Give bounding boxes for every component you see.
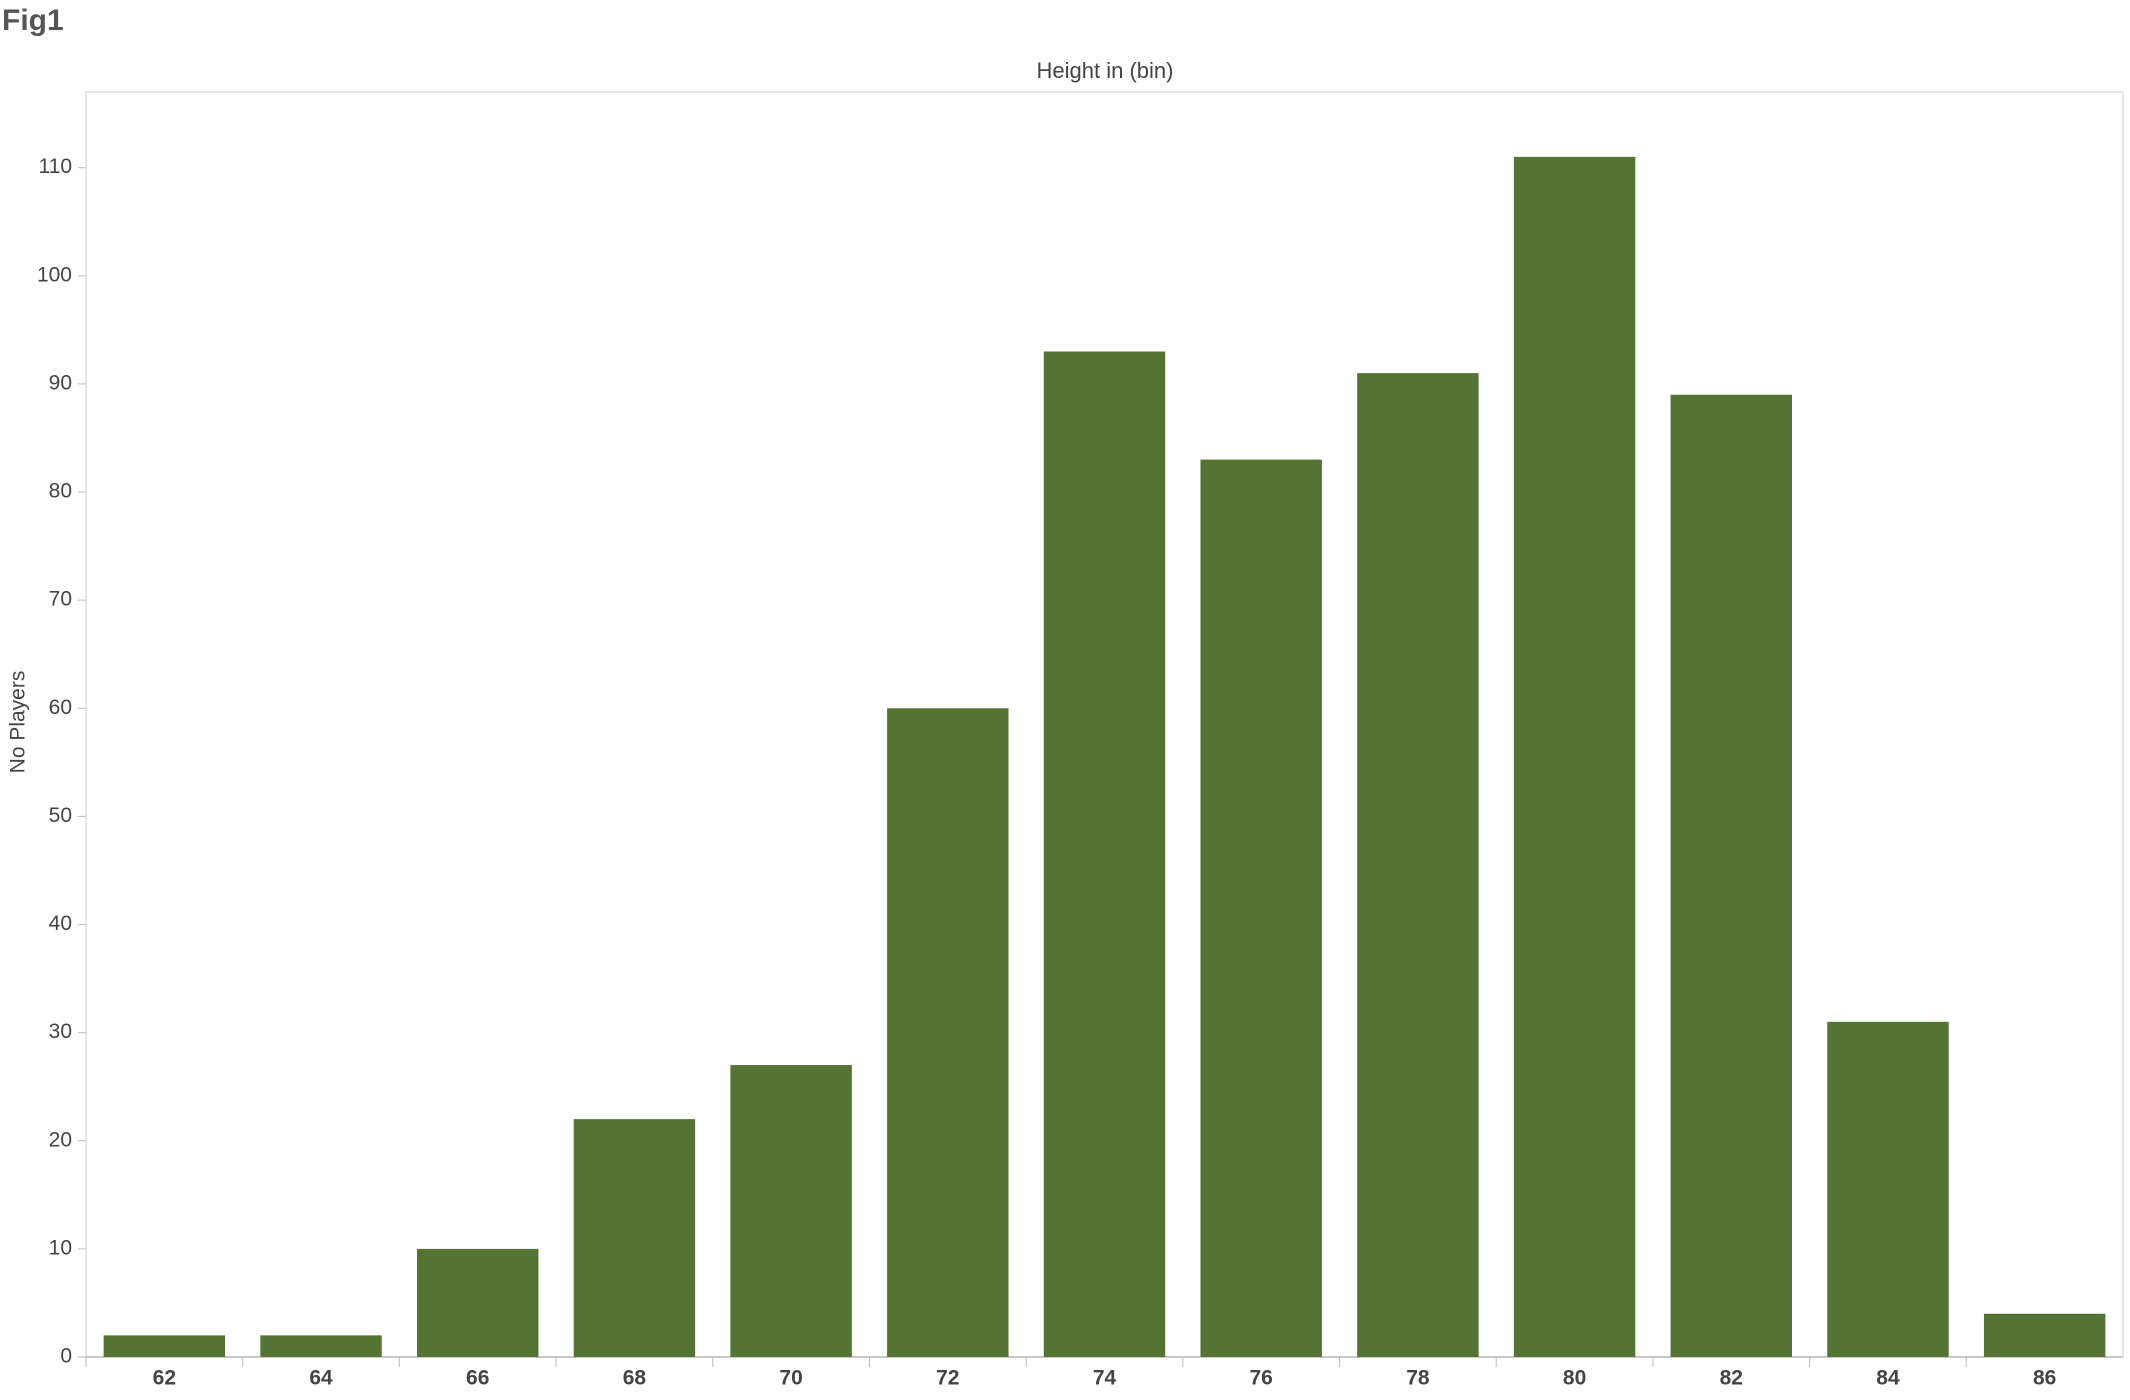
bar — [1357, 373, 1479, 1358]
y-tick-label: 30 — [49, 1020, 72, 1043]
y-tick-label: 90 — [49, 371, 72, 394]
x-tick-label: 82 — [1720, 1367, 1743, 1390]
x-tick-label: 68 — [623, 1367, 647, 1390]
bar — [1827, 1021, 1949, 1357]
x-tick-label: 84 — [1876, 1367, 1900, 1390]
x-tick-label: 62 — [153, 1367, 176, 1390]
bar — [417, 1248, 539, 1357]
x-tick-label: 78 — [1406, 1367, 1430, 1390]
y-tick-label: 20 — [49, 1128, 72, 1151]
x-tick-label: 74 — [1093, 1367, 1117, 1390]
x-tick-label: 86 — [2033, 1367, 2056, 1390]
bar — [573, 1119, 696, 1357]
bar — [1200, 459, 1322, 1358]
bar — [1983, 1313, 2106, 1357]
x-tick-label: 64 — [309, 1367, 333, 1390]
bar — [260, 1335, 382, 1357]
bar — [730, 1065, 852, 1357]
x-tick-label: 80 — [1563, 1367, 1586, 1390]
bar — [1513, 156, 1636, 1357]
x-tick-label: 66 — [466, 1367, 489, 1390]
bar — [1043, 351, 1166, 1357]
bar — [887, 708, 1009, 1357]
y-axis-label: No Players — [7, 671, 30, 774]
y-tick-label: 70 — [49, 588, 72, 611]
y-tick-label: 80 — [49, 480, 72, 503]
bar — [103, 1335, 226, 1357]
chart-title: Height in (bin) — [1037, 58, 1174, 83]
bar — [1670, 394, 1792, 1357]
page-title: Fig1 — [2, 4, 64, 37]
y-tick-label: 100 — [37, 263, 72, 286]
y-tick-label: 110 — [39, 155, 72, 178]
y-tick-label: 10 — [49, 1236, 72, 1259]
x-tick-label: 76 — [1250, 1367, 1273, 1390]
x-tick-label: 72 — [936, 1367, 959, 1390]
x-tick-label: 70 — [779, 1367, 802, 1390]
y-tick-label: 0 — [60, 1345, 72, 1368]
y-tick-label: 40 — [49, 912, 72, 935]
y-tick-label: 50 — [49, 804, 72, 827]
y-tick-label: 60 — [49, 696, 72, 719]
